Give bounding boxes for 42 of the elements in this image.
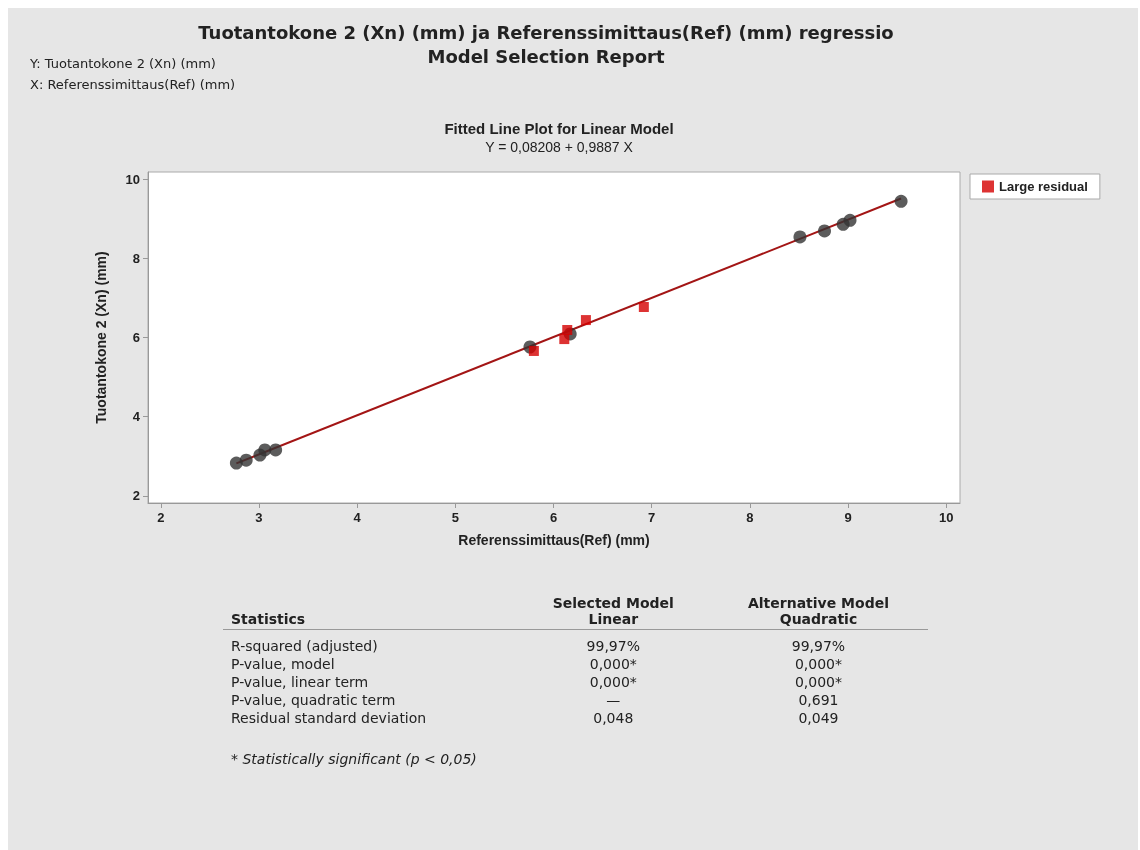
text: 99,97%: [791, 638, 846, 654]
y-tick-label: 6: [132, 330, 140, 345]
text: X: Referenssimittaus(Ref) (mm): [30, 77, 236, 92]
text: 0,000*: [589, 656, 637, 672]
x-tick-label: 10: [939, 510, 954, 525]
text: 0,049: [798, 710, 839, 726]
y-tick-label: 10: [125, 171, 140, 187]
text: 0,048: [593, 710, 634, 726]
text: Model Selection Report: [427, 46, 665, 67]
text: 99,97%: [586, 638, 640, 654]
text: Tuotantokone 2 (Xn) (mm) ja Referenssimittaus(Ref) (mm) regressio: [197, 22, 895, 43]
category-label: P-value, quadratic term: [231, 692, 396, 708]
category-label: Residual standard deviation: [231, 710, 427, 726]
category-label: P-value, linear term: [231, 674, 369, 690]
text: 0,000*: [794, 674, 843, 690]
y-axis-title: Tuotantokone 2 (Xn) (mm): [93, 251, 109, 424]
x-tick-label: 6: [549, 510, 558, 525]
chart-subtitle: Y = 0,08208 + 0,9887 X: [485, 139, 634, 155]
x-tick-label: 4: [353, 510, 362, 525]
x-tick-label: 3: [255, 510, 263, 525]
category-label: Selected Model Linear: [517, 593, 709, 630]
x-tick-label: 7: [648, 510, 656, 525]
category-label: R-squared (adjusted): [231, 638, 378, 654]
text: —: [606, 692, 621, 708]
category-label: P-value, model: [231, 656, 335, 672]
x-axis-title: Referenssimittaus(Ref) (mm): [458, 532, 650, 548]
category-label: Statistics: [223, 593, 518, 630]
y-tick-label: 8: [132, 250, 140, 266]
text: 0,691: [798, 692, 839, 708]
y-tick-label: 4: [132, 409, 141, 425]
chart-title: Fitted Line Plot for Linear Model: [444, 120, 674, 137]
text: * Statistically significant (p < 0,05): [231, 751, 478, 767]
text: 0,000*: [794, 656, 843, 672]
category-label: Alternative Model Quadratic: [708, 593, 928, 630]
x-tick-label: 5: [451, 510, 459, 525]
x-tick-label: 9: [844, 510, 852, 525]
legend-label: Large residual: [999, 179, 1088, 194]
text: Y: Tuotantokone 2 (Xn) (mm): [30, 56, 216, 71]
y-tick-label: 2: [132, 488, 140, 504]
text: 0,000*: [589, 674, 637, 690]
x-tick-label: 8: [746, 510, 754, 525]
x-tick-label: 2: [157, 510, 165, 525]
